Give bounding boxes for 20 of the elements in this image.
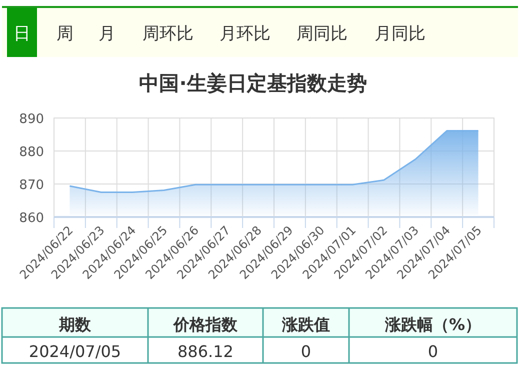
text: 0 [428,342,438,361]
text: 价格指数 [172,315,238,334]
text: 周环比 [142,24,194,44]
text: 期数 [58,315,92,334]
text: 涨跌幅（%） [384,315,482,334]
y-tick-label: 870 [19,178,44,193]
text: 2024/07/05 [28,342,122,361]
text: 月同比 [374,24,426,44]
text: 周同比 [296,24,348,44]
y-tick-label: 880 [19,145,44,160]
chart-title: 中国·生姜日定基指数走势 [139,71,367,95]
text: 月环比 [220,24,270,44]
text: 886.12 [178,342,234,361]
text: 月 [98,24,116,44]
text: 0 [300,342,312,361]
text: 日 [14,24,30,44]
y-tick-label: 860 [19,211,44,226]
text: 涨跌值 [281,315,330,334]
y-tick-label: 890 [19,112,44,127]
text: 周 [56,24,74,44]
